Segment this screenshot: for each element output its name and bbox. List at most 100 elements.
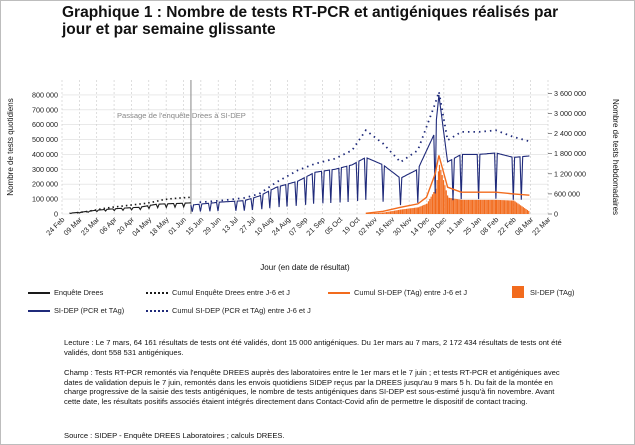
bar-sidep-tag <box>400 209 402 214</box>
note-champ: Champ : Tests RT-PCR remontés via l'enqu… <box>64 368 560 406</box>
series-sidep-tag-bars <box>365 164 530 214</box>
bar-sidep-tag <box>452 198 455 214</box>
legend-item-sidep-tag: SI-DEP (TAg) <box>508 286 575 298</box>
bar-sidep-tag <box>405 208 408 214</box>
bar-sidep-tag <box>401 209 404 214</box>
bar-sidep-tag <box>492 199 494 214</box>
y-left-tick-label: 500 000 <box>32 135 58 144</box>
bar-sidep-tag <box>412 207 414 214</box>
bar-sidep-tag <box>521 206 523 214</box>
bar-sidep-tag <box>395 210 397 214</box>
bar-sidep-tag <box>451 198 453 214</box>
bar-sidep-tag <box>515 202 518 214</box>
bar-sidep-tag <box>421 205 424 214</box>
legend-item-cumul-enquete-drees: Cumul Enquête Drees entre J-6 et J <box>146 288 290 297</box>
bar-sidep-tag <box>472 199 474 214</box>
bar-sidep-tag <box>477 199 479 214</box>
bar-sidep-tag <box>504 200 506 214</box>
bar-sidep-tag <box>407 208 409 214</box>
bar-sidep-tag <box>388 211 390 214</box>
bar-sidep-tag <box>455 198 457 214</box>
bar-sidep-tag <box>368 213 370 214</box>
bar-sidep-tag <box>441 175 443 214</box>
bar-sidep-tag <box>408 208 410 214</box>
legend-label: SI-DEP (TAg) <box>530 287 575 297</box>
legend-label: Cumul SI-DEP (TAg) entre J-6 et J <box>354 288 468 297</box>
x-tick-label: 13 Jul <box>220 215 240 235</box>
legend-item-cumul-sidep-tag: Cumul SI-DEP (TAg) entre J-6 et J <box>328 288 467 297</box>
y-right-tick-label: 3 600 000 <box>554 89 586 98</box>
bar-sidep-tag <box>415 207 417 214</box>
bar-sidep-tag <box>517 203 519 214</box>
bar-sidep-tag <box>526 209 528 214</box>
bar-sidep-tag <box>518 204 520 214</box>
x-tick-label: 28 Dec <box>426 215 449 238</box>
y-left-tick-label: 800 000 <box>32 90 58 99</box>
bar-sidep-tag <box>470 199 472 214</box>
bar-sidep-tag <box>413 207 416 214</box>
line-cumul-sidep-pcr-tag <box>199 91 530 204</box>
bar-sidep-tag <box>528 210 530 214</box>
bar-sidep-tag <box>393 210 396 214</box>
bar-sidep-tag <box>435 188 437 214</box>
bar-sidep-tag <box>488 199 490 214</box>
legend-label: Cumul SI-DEP (PCR et TAg) entre J-6 et J <box>172 306 311 315</box>
y-right-tick-label: 1 200 000 <box>554 169 586 178</box>
bar-sidep-tag <box>377 212 380 214</box>
bar-sidep-tag <box>383 212 385 214</box>
bar-sidep-tag <box>481 199 483 214</box>
bar-sidep-tag <box>482 199 484 214</box>
x-tick-label: 22 Mar <box>530 215 553 238</box>
bar-sidep-tag <box>458 199 460 214</box>
x-tick-label: 18 May <box>148 215 171 238</box>
bar-sidep-tag <box>506 200 508 214</box>
bar-sidep-tag <box>423 204 425 214</box>
bar-sidep-tag <box>431 194 434 214</box>
bar-sidep-tag <box>373 213 376 214</box>
line-enquete-drees <box>69 202 191 214</box>
legend-label: Enquête Drees <box>54 288 104 297</box>
bar-sidep-tag <box>490 199 492 214</box>
y-left-tick-label: 400 000 <box>32 150 58 159</box>
y-right-tick-label: 0 <box>554 210 558 219</box>
bar-sidep-tag <box>478 199 480 214</box>
bar-sidep-tag <box>389 211 392 214</box>
bar-sidep-tag <box>450 198 452 214</box>
bar-sidep-tag <box>524 208 526 214</box>
legend-label: Cumul Enquête Drees entre J-6 et J <box>172 288 290 297</box>
bar-sidep-tag <box>479 199 482 214</box>
legend-item-sidep-pcr-tag: SI-DEP (PCR et TAg) <box>28 306 124 315</box>
bar-sidep-tag <box>445 190 447 214</box>
x-tick-label: 15 Jun <box>184 215 206 237</box>
bar-sidep-tag <box>436 180 438 214</box>
x-tick-label: 29 Jun <box>201 215 223 237</box>
bar-sidep-tag <box>419 206 421 214</box>
bar-sidep-tag <box>473 199 475 214</box>
bar-sidep-tag <box>399 209 401 214</box>
bar-sidep-tag <box>375 212 377 214</box>
bar-sidep-tag <box>514 201 516 214</box>
bar-sidep-tag <box>461 199 463 214</box>
legend-label: SI-DEP (PCR et TAg) <box>54 306 125 315</box>
bar-sidep-tag <box>499 200 502 214</box>
legend-swatch <box>146 307 168 315</box>
bar-sidep-tag <box>520 205 522 214</box>
bar-sidep-tag <box>391 211 393 214</box>
legend-item-enquete-drees: Enquête Drees <box>28 288 103 297</box>
bar-sidep-tag <box>462 199 464 214</box>
legend-swatch <box>512 286 524 298</box>
x-tick-label: 23 Mar <box>79 215 102 238</box>
bar-sidep-tag <box>493 199 495 214</box>
bar-sidep-tag <box>454 198 456 214</box>
bar-sidep-tag <box>433 191 435 214</box>
note-source: Source : SIDEP - Enquête DREES Laboratoi… <box>64 431 285 440</box>
bar-sidep-tag <box>467 199 470 214</box>
bar-sidep-tag <box>420 206 422 214</box>
bar-sidep-tag <box>522 207 524 214</box>
legend-item-cumul-sidep-pcr-tag: Cumul SI-DEP (PCR et TAg) entre J-6 et J <box>146 306 311 315</box>
bar-sidep-tag <box>497 199 499 214</box>
y-left-tick-label: 200 000 <box>32 180 58 189</box>
x-tick-label: 08 Feb <box>478 215 500 237</box>
bar-sidep-tag <box>369 213 371 214</box>
